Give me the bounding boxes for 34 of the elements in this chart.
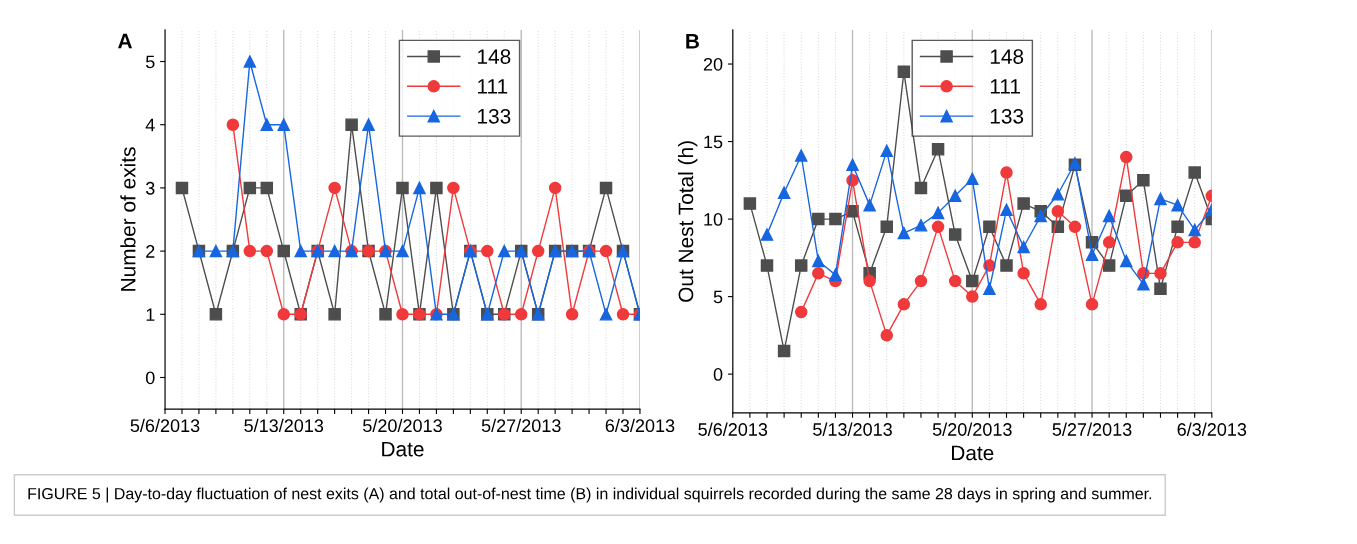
y-tick-label: 2 [146,245,155,258]
y-tick-label: 0 [145,371,155,385]
x-tick-label: 5/20/2013 [932,422,1012,436]
y-tick-label: 4 [145,118,155,132]
x-axis-title: Date [952,445,994,461]
legend-label: 111 [478,79,508,94]
y-tick-label: 20 [703,57,723,71]
x-tick-label: 6/3/2013 [1177,422,1247,436]
y-tick-label: 15 [704,135,723,149]
x-tick-label: 5/13/2013 [244,418,324,433]
y-tick-label: 1 [146,308,155,321]
y-tick-label: 5 [145,55,155,69]
x-tick-label: 5/6/2013 [698,422,768,436]
y-tick-label: 3 [145,181,155,195]
chart-title: A [118,33,133,49]
x-tick-label: 5/6/2013 [130,418,200,433]
y-tick-label: 10 [704,213,723,226]
y-tick-label: 5 [713,290,723,304]
legend-label: 111 [990,79,1020,94]
x-tick-label: 6/3/2013 [605,418,675,433]
x-tick-label: 5/20/2013 [363,418,442,433]
x-axis-title: Date [382,441,424,457]
caption: FIGURE 5 | Day-to-day fluctuation of nest exits (A) and total out-of-nest time (B) in individual squirrels recorded during the same 28 days in spring and summer. [28,487,1152,503]
y-tick-label: 0 [713,368,723,381]
y-axis-title: Out Nest Total (h) [678,141,698,302]
legend-label: 148 [478,49,511,64]
legend-label: 148 [990,49,1024,64]
x-tick-label: 5/13/2013 [813,422,892,436]
x-tick-label: 5/27/2013 [1052,422,1132,436]
y-axis-title: Number of exits [120,147,136,291]
legend-label: 133 [478,108,511,124]
x-tick-label: 5/27/2013 [481,418,561,433]
chart-title: B [686,34,699,49]
legend-label: 133 [990,108,1024,124]
